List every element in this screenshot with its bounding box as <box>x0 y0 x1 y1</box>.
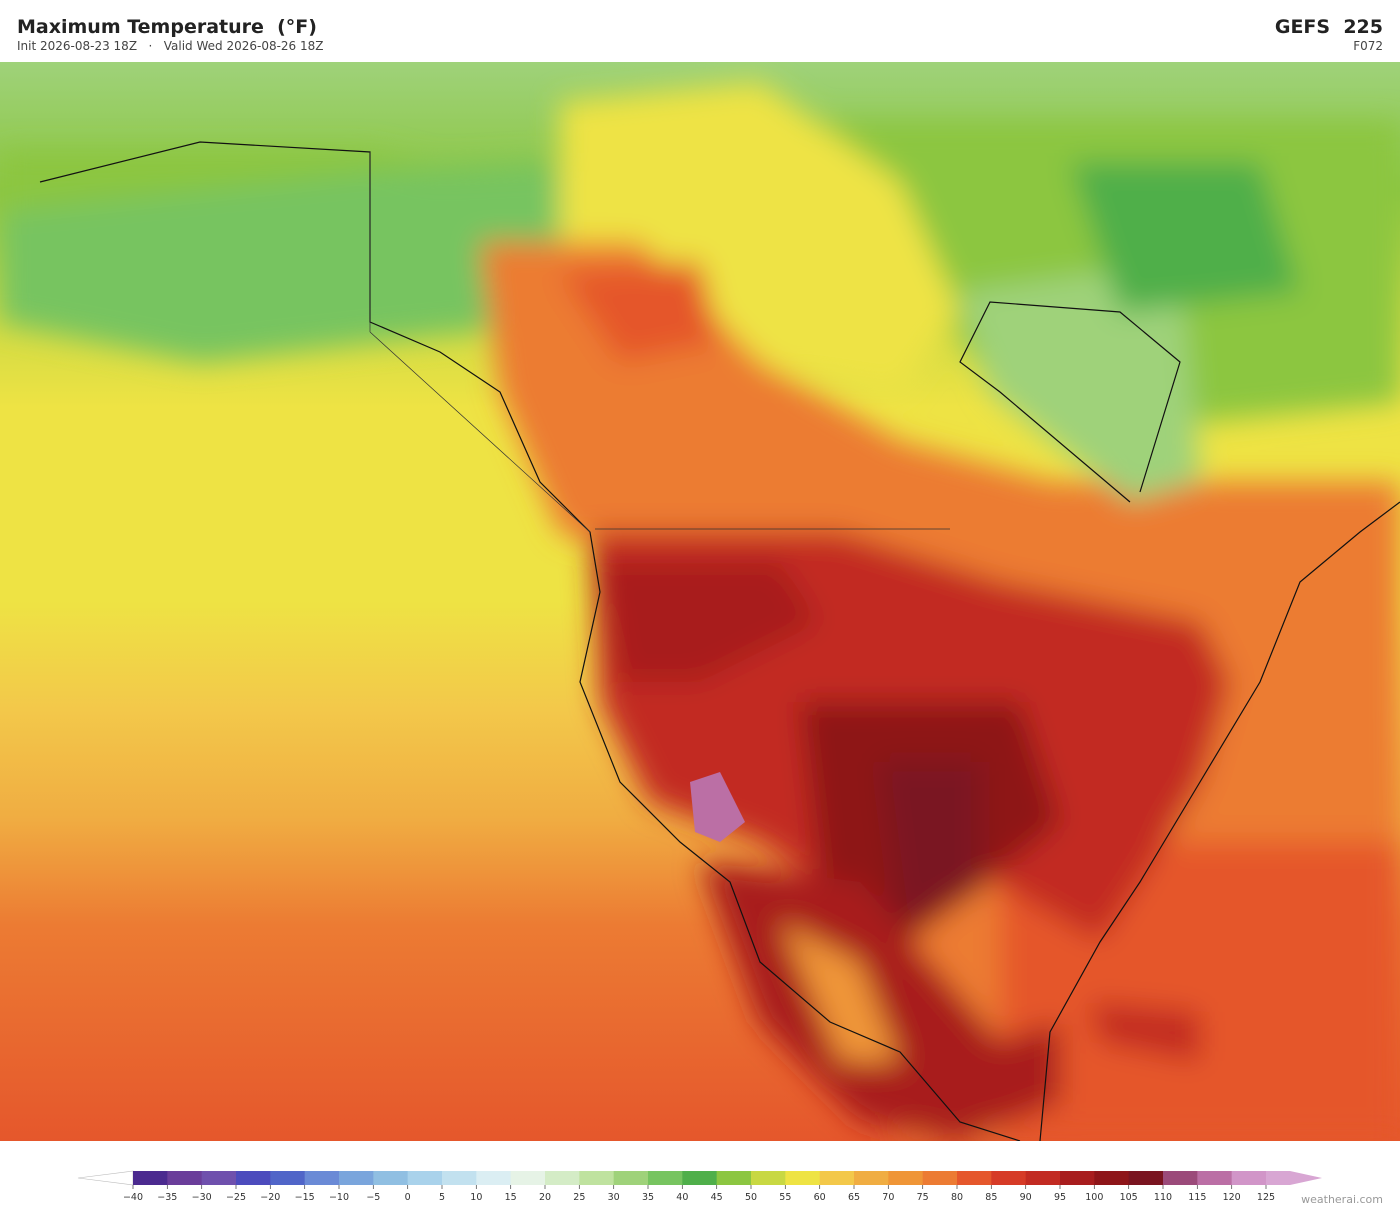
color-bin <box>579 1171 615 1185</box>
color-bin <box>922 1171 958 1185</box>
tick-label: −25 <box>226 1192 246 1203</box>
tick-label: −40 <box>123 1192 143 1203</box>
tick-label: 70 <box>882 1192 894 1203</box>
color-bin <box>1025 1171 1061 1185</box>
tick-label: 105 <box>1120 1192 1138 1203</box>
tick-label: 5 <box>439 1192 445 1203</box>
color-bin <box>751 1171 786 1185</box>
color-bin <box>1231 1171 1267 1185</box>
color-bin <box>201 1171 237 1185</box>
tick-label: 30 <box>608 1192 620 1203</box>
color-bin <box>407 1171 443 1185</box>
tick-label: 50 <box>745 1192 757 1203</box>
tick-label: 15 <box>505 1192 517 1203</box>
tick-label: −35 <box>157 1192 177 1203</box>
tick-label: 125 <box>1257 1192 1275 1203</box>
tick-label: −5 <box>366 1192 380 1203</box>
credit: weatherai.com <box>1301 1193 1383 1206</box>
color-bin <box>1094 1171 1130 1185</box>
tick-label: −10 <box>329 1192 349 1203</box>
tick-label: 80 <box>951 1192 963 1203</box>
title: Maximum Temperature (°F) <box>17 16 317 38</box>
tick-label: 60 <box>814 1192 826 1203</box>
tick-label: −30 <box>192 1192 212 1203</box>
color-bin <box>133 1171 168 1185</box>
color-bin <box>1128 1171 1164 1185</box>
color-bin <box>648 1171 683 1185</box>
subtitle: Init 2026-08-23 18Z · Valid Wed 2026-08-… <box>17 39 324 53</box>
color-bin <box>373 1171 409 1185</box>
tick-label: 120 <box>1223 1192 1241 1203</box>
tick-label: 65 <box>848 1192 860 1203</box>
tick-label: 45 <box>711 1192 723 1203</box>
tick-label: 100 <box>1085 1192 1103 1203</box>
color-bin <box>1197 1171 1233 1185</box>
tick-label: 25 <box>573 1192 585 1203</box>
color-bin <box>304 1171 340 1185</box>
color-bin <box>510 1171 546 1185</box>
under-arrow <box>77 1170 134 1186</box>
tick-label: 85 <box>985 1192 997 1203</box>
color-bin <box>888 1171 924 1185</box>
color-bin <box>339 1171 374 1185</box>
tick-label: −15 <box>295 1192 315 1203</box>
color-bin <box>442 1171 477 1185</box>
tick-label: 10 <box>470 1192 482 1203</box>
color-bin <box>270 1171 306 1185</box>
color-bin <box>854 1171 889 1185</box>
color-bin <box>613 1171 649 1185</box>
color-bin <box>991 1171 1027 1185</box>
tick-label: 20 <box>539 1192 551 1203</box>
map <box>0 62 1400 1141</box>
color-bin <box>819 1171 855 1185</box>
color-bin <box>1163 1171 1198 1185</box>
forecast-hour: F072 <box>1353 39 1383 53</box>
color-bin <box>957 1171 992 1185</box>
over-arrow <box>1266 1171 1323 1185</box>
tick-label: 95 <box>1054 1192 1066 1203</box>
colorbar: −40 −35 −30 −25 −20 −15 −10 −5 0 5 10 15 20 25 30 35 40 4… <box>77 1170 1323 1203</box>
tick-label: 0 <box>405 1192 411 1203</box>
color-bin <box>682 1171 718 1185</box>
color-bin <box>476 1171 512 1185</box>
color-bin <box>716 1171 752 1185</box>
tick-label: 90 <box>1020 1192 1032 1203</box>
color-bin <box>1060 1171 1095 1185</box>
color-bin <box>785 1171 821 1185</box>
tick-label: −20 <box>260 1192 280 1203</box>
tick-label: 115 <box>1188 1192 1206 1203</box>
model-label: GEFS 225 <box>1274 16 1383 38</box>
color-bin <box>236 1171 271 1185</box>
tick-label: 40 <box>676 1192 688 1203</box>
tick-label: 55 <box>779 1192 791 1203</box>
color-bin <box>545 1171 580 1185</box>
tick-label: 110 <box>1154 1192 1172 1203</box>
tick-label: 35 <box>642 1192 654 1203</box>
color-bin <box>167 1171 203 1185</box>
tick-label: 75 <box>917 1192 929 1203</box>
